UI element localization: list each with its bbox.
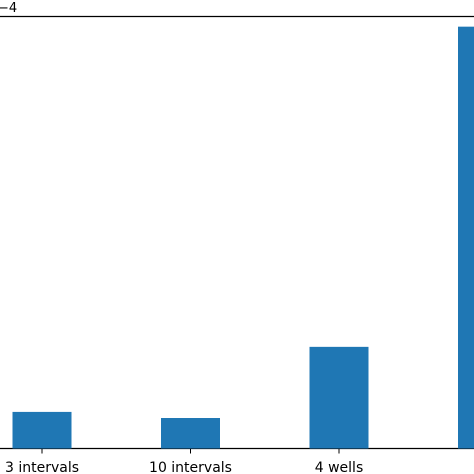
x-ticks-group: 3 intervals 10 intervals 4 wells	[5, 448, 364, 474]
x-tick-label: 10 intervals	[149, 460, 232, 474]
axis-offset-label: −4	[0, 1, 17, 16]
bar-3	[309, 346, 369, 449]
bar-2	[161, 418, 220, 449]
x-tick-label: 4 wells	[315, 460, 364, 474]
bar-1	[12, 411, 72, 449]
bars-group	[12, 26, 474, 449]
bar-4	[458, 26, 474, 449]
x-tick-label: 3 intervals	[5, 460, 79, 474]
